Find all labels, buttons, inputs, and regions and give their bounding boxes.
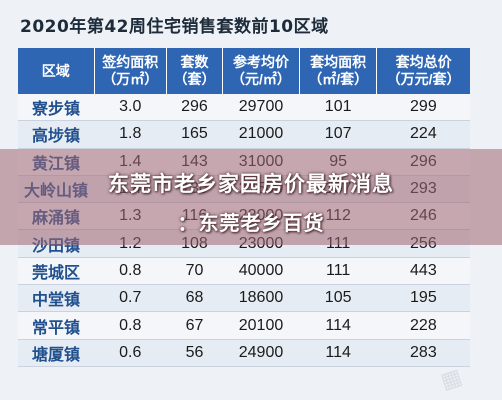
cell-units: 68 <box>166 284 223 313</box>
cell-total: 228 <box>376 311 470 340</box>
cell-size: 1.8 <box>94 120 167 149</box>
cell-avg-size: 107 <box>299 120 377 149</box>
table-header-row: 区域 签约面积 （万㎡） 套数 （套） 参考均价 （元/㎡） 套均面积 （㎡/套） 套均… <box>18 48 470 94</box>
cell-area: 塘厦镇 <box>18 339 94 367</box>
cell-area: 中堂镇 <box>18 284 94 313</box>
headline-text: 东莞市老乡家园房价最新消息 <box>108 172 394 196</box>
cell-price: 21000 <box>222 120 300 149</box>
cell-total: 195 <box>376 284 470 313</box>
header-avg-price: 参考均价 （元/㎡） <box>222 48 301 94</box>
cell-total: 443 <box>376 257 470 286</box>
table-row: 寮步镇 3.0 296 29700 101 299 <box>18 94 470 122</box>
cell-units: 56 <box>166 339 223 367</box>
cell-total: 299 <box>376 94 470 122</box>
header-units: 套数 （套） <box>166 48 223 94</box>
cell-size: 0.7 <box>94 284 167 313</box>
cell-avg-size: 114 <box>299 311 377 340</box>
headline-banner <box>0 149 502 245</box>
table-row: 莞城区 0.8 70 40000 111 443 <box>18 257 470 286</box>
header-signed-area: 签约面积 （万㎡） <box>94 48 168 94</box>
cell-price: 18600 <box>222 284 300 313</box>
cell-area: 寮步镇 <box>18 94 94 122</box>
cell-price: 29700 <box>222 94 300 122</box>
cell-area: 高埗镇 <box>18 120 94 149</box>
cell-area: 常平镇 <box>18 311 94 340</box>
subline-text: ：东莞老乡百货 <box>177 211 325 235</box>
cell-size: 3.0 <box>94 94 167 122</box>
header-avg-total: 套均总价 （万元/套） <box>376 48 470 94</box>
cell-avg-size: 101 <box>299 94 377 122</box>
cell-size: 0.6 <box>94 339 167 367</box>
cell-size: 0.8 <box>94 257 167 286</box>
table-row: 中堂镇 0.7 68 18600 105 195 <box>18 284 470 313</box>
cell-price: 40000 <box>222 257 300 286</box>
cell-units: 70 <box>166 257 223 286</box>
cell-units: 296 <box>166 94 223 122</box>
table-row: 常平镇 0.8 67 20100 114 228 <box>18 311 470 340</box>
cell-size: 0.8 <box>94 311 167 340</box>
cell-avg-size: 114 <box>299 339 377 367</box>
table-row: 高埗镇 1.8 165 21000 107 224 <box>18 120 470 149</box>
cell-price: 20100 <box>222 311 300 340</box>
cell-units: 165 <box>166 120 223 149</box>
table-title: 2020年第42周住宅销售套数前10区域 <box>20 17 329 37</box>
cell-avg-size: 105 <box>299 284 377 313</box>
table-row: 塘厦镇 0.6 56 24900 114 283 <box>18 339 470 367</box>
header-avg-size: 套均面积 （㎡/套） <box>299 48 378 94</box>
watermark: ▦ <box>437 364 466 395</box>
cell-total: 283 <box>376 339 470 367</box>
cell-area: 莞城区 <box>18 257 94 286</box>
cell-total: 224 <box>376 120 470 149</box>
cell-units: 67 <box>166 311 223 340</box>
cell-price: 24900 <box>222 339 300 367</box>
header-area: 区域 <box>18 48 95 94</box>
cell-avg-size: 111 <box>299 257 377 286</box>
